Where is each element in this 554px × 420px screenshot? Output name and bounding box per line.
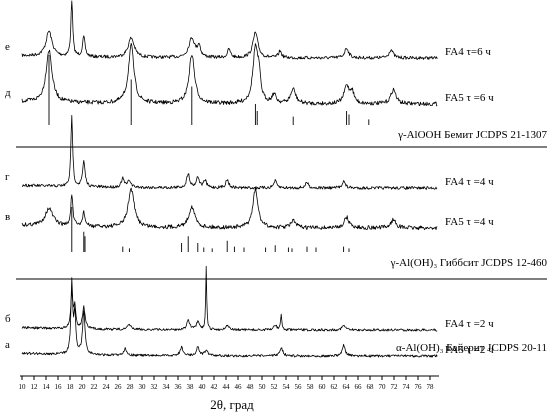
x-tick-label: 54 (283, 383, 291, 391)
series-name: FA4 τ=6 ч (445, 46, 491, 58)
panel-separators (16, 146, 547, 280)
x-tick-label: 48 (247, 383, 255, 391)
series-letter: д (5, 87, 11, 99)
x-tick-label: 36 (175, 383, 183, 391)
x-tick-label: 44 (223, 383, 231, 391)
x-tick-label: 38 (187, 383, 195, 391)
x-tick-label: 72 (391, 383, 399, 391)
diffraction-patterns (21, 0, 438, 358)
x-tick-label: 10 (19, 383, 27, 391)
series-labels: FA4 τ=6 ч е FA5 τ =6 ч д γ-AlOOH Бемит JCDPS… (5, 41, 547, 356)
x-tick-label: 12 (31, 383, 39, 391)
series-name: FA4 τ =2 ч (445, 318, 494, 330)
x-tick-label: 34 (163, 383, 171, 391)
x-axis-label: 2θ, град (210, 397, 254, 412)
series-letter: е (5, 41, 10, 53)
x-tick-label: 16 (55, 383, 63, 391)
series-name: FA5 τ =2 ч (445, 344, 494, 356)
x-axis: 10 12 14 16 18 20 22 24 26 28 30 32 34 36 38 40 42 44 46 48… (19, 375, 439, 412)
x-tick-label: 66 (355, 383, 363, 391)
series-name: FA5 τ =6 ч (445, 92, 494, 104)
x-tick-label: 28 (127, 383, 135, 391)
x-tick-label: 22 (91, 383, 99, 391)
reference-label: α-Al(OH)₃ Байерит JCDPS 20-11 (396, 342, 547, 354)
x-tick-label: 52 (271, 383, 279, 391)
x-tick-label: 40 (199, 383, 207, 391)
pattern-0-0 (21, 0, 438, 60)
series-name: FA4 τ =4 ч (445, 176, 494, 188)
series-letter: а (5, 339, 10, 351)
x-tick-label: 30 (139, 383, 147, 391)
x-tick-label: 18 (67, 383, 75, 391)
x-tick-label: 46 (235, 383, 243, 391)
x-tick-label: 78 (427, 383, 435, 391)
pattern-2-0 (21, 265, 438, 332)
x-tick-label: 76 (415, 383, 423, 391)
reference-label: γ-Al(OH)₃ Гиббсит JCDPS 12-460 (390, 257, 548, 269)
x-tick-label: 24 (103, 383, 111, 391)
x-tick-label: 50 (259, 383, 267, 391)
series-letter: б (5, 313, 11, 325)
x-tick-label: 68 (367, 383, 375, 391)
series-name: FA5 τ =4 ч (445, 216, 494, 228)
x-tick-label: 32 (151, 383, 159, 391)
x-tick-label: 62 (331, 383, 339, 391)
x-tick-label: 64 (343, 383, 351, 391)
x-tick-label: 20 (79, 383, 87, 391)
x-tick-label: 42 (211, 383, 219, 391)
pattern-2-1 (21, 277, 438, 358)
x-tick-label: 74 (403, 383, 411, 391)
x-tick-label: 70 (379, 383, 387, 391)
x-tick-label: 56 (295, 383, 303, 391)
reference-lines (48, 55, 370, 252)
x-tick-label: 14 (43, 383, 51, 391)
pattern-0-1 (21, 42, 438, 107)
x-axis-ticks: 10 12 14 16 18 20 22 24 26 28 30 32 34 36 38 40 42 44 46 48… (19, 376, 435, 391)
reference-label: γ-AlOOH Бемит JCDPS 21-1307 (397, 129, 547, 141)
pattern-1-0 (21, 115, 438, 190)
pattern-1-1 (21, 187, 438, 231)
series-letter: в (5, 211, 10, 223)
x-tick-label: 60 (319, 383, 327, 391)
series-letter: г (5, 171, 10, 183)
x-tick-label: 26 (115, 383, 123, 391)
x-tick-label: 58 (307, 383, 315, 391)
